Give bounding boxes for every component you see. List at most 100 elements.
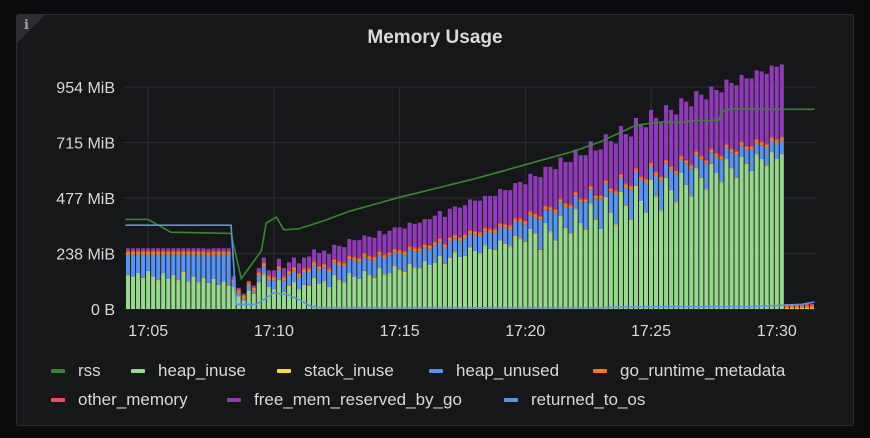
bar-stack_inuse [654, 196, 659, 198]
bar-heap_inuse [231, 288, 236, 309]
bar-heap_unused [176, 254, 181, 281]
bar-other_memory [256, 271, 261, 273]
bar-stack_inuse [799, 308, 804, 309]
bar-heap_unused [196, 254, 201, 283]
bar-stack_inuse [146, 270, 151, 272]
bar-stack_inuse [628, 219, 633, 221]
bar-heap_unused [684, 163, 689, 185]
bar-free_mem_reserved_by_go [689, 106, 694, 165]
bar-heap_unused [206, 255, 211, 283]
legend-label: heap_inuse [158, 361, 246, 380]
legend-item-rss[interactable]: rss [51, 361, 101, 381]
bar-heap_inuse [548, 232, 553, 309]
bar-other_memory [387, 251, 392, 253]
bar-go_runtime_metadata [307, 269, 312, 272]
bar-free_mem_reserved_by_go [322, 250, 327, 264]
y-tick-label: 238 MiB [56, 247, 115, 264]
bar-other_memory [583, 198, 588, 200]
bar-go_runtime_metadata [664, 161, 669, 164]
bar-stack_inuse [276, 280, 281, 282]
legend-item-returned-to-os[interactable]: returned_to_os [504, 390, 645, 410]
legend-item-free-mem-reserved-by-go[interactable]: free_mem_reserved_by_go [227, 390, 462, 410]
bar-heap_unused [638, 180, 644, 202]
bar-heap_unused [372, 260, 377, 278]
bar-other_memory [276, 265, 281, 267]
bar-heap_unused [543, 209, 548, 224]
legend-item-stack-inuse[interactable]: stack_inuse [277, 361, 394, 381]
bar-stack_inuse [166, 278, 171, 280]
panel-info-corner[interactable] [17, 15, 45, 43]
bar-stack_inuse [251, 294, 256, 296]
bar-heap_inuse [382, 275, 387, 309]
bar-stack_inuse [186, 281, 191, 283]
bar-heap_inuse [513, 236, 518, 309]
bar-heap_inuse [633, 186, 639, 309]
bar-other_memory [804, 304, 809, 306]
legend-item-other-memory[interactable]: other_memory [51, 390, 188, 410]
bar-go_runtime_metadata [503, 224, 508, 228]
panel-title[interactable]: Memory Usage [367, 27, 503, 48]
bar-go_runtime_metadata [201, 251, 206, 255]
bar-other_memory [628, 185, 633, 187]
bar-other_memory [493, 228, 498, 230]
bar-other_memory [211, 250, 216, 252]
bar-heap_unused [422, 247, 427, 262]
bar-stack_inuse [332, 275, 337, 277]
bar-go_runtime_metadata [794, 305, 799, 309]
bar-other_memory [518, 218, 523, 220]
bar-free_mem_reserved_by_go [774, 66, 779, 139]
bar-go_runtime_metadata [744, 147, 749, 150]
bar-other_memory [568, 204, 573, 206]
bar-heap_inuse [352, 277, 357, 309]
info-icon[interactable]: i [24, 18, 29, 33]
bar-heap_inuse [266, 288, 271, 309]
bar-free_mem_reserved_by_go [538, 177, 543, 216]
bar-stack_inuse [684, 184, 689, 186]
legend-item-go-runtime-metadata[interactable]: go_runtime_metadata [593, 361, 785, 381]
bar-other_memory [301, 268, 307, 270]
bar-other_memory [523, 220, 528, 222]
bar-stack_inuse [291, 282, 297, 284]
bar-other_memory [578, 198, 583, 200]
bar-heap_inuse [568, 234, 573, 309]
bar-heap_unused [271, 280, 276, 290]
x-tick-label: 17:30 [757, 323, 797, 340]
bar-stack_inuse [613, 224, 618, 226]
bar-heap_unused [322, 267, 327, 282]
bar-free_mem_reserved_by_go [548, 166, 553, 207]
bar-heap_inuse [221, 282, 226, 309]
bar-stack_inuse [638, 201, 644, 202]
bar-heap_unused [483, 231, 488, 246]
bar-free_mem_reserved_by_go [478, 200, 483, 232]
bar-heap_inuse [322, 282, 327, 309]
bar-free_mem_reserved_by_go [518, 181, 523, 219]
bar-free_mem_reserved_by_go [674, 114, 679, 171]
bar-go_runtime_metadata [352, 257, 357, 261]
series-line-returned_to_os [125, 224, 815, 309]
bar-other_memory [327, 268, 332, 270]
bar-free_mem_reserved_by_go [382, 234, 387, 255]
bar-stack_inuse [412, 267, 417, 269]
bar-stack_inuse [533, 233, 538, 235]
bar-heap_unused [392, 252, 397, 267]
bar-free_mem_reserved_by_go [131, 248, 136, 251]
x-tick-label: 17:05 [128, 323, 168, 340]
bar-go_runtime_metadata [422, 244, 427, 248]
bar-stack_inuse [508, 246, 513, 248]
bar-go_runtime_metadata [563, 204, 568, 207]
bar-free_mem_reserved_by_go [412, 223, 417, 248]
bar-go_runtime_metadata [553, 209, 558, 213]
bar-go_runtime_metadata [417, 248, 422, 252]
bar-other_memory [146, 250, 151, 252]
bar-go_runtime_metadata [764, 144, 769, 148]
bar-heap_inuse [508, 247, 513, 309]
legend-swatch [504, 398, 518, 402]
legend-item-heap-unused[interactable]: heap_unused [429, 361, 559, 381]
bar-free_mem_reserved_by_go [387, 230, 392, 252]
bar-free_mem_reserved_by_go [543, 166, 548, 206]
legend-item-heap-inuse[interactable]: heap_inuse [131, 361, 246, 381]
bar-heap_unused [588, 189, 593, 204]
bar-go_runtime_metadata [377, 251, 382, 255]
bar-other_memory [709, 148, 714, 150]
bar-go_runtime_metadata [171, 251, 176, 255]
